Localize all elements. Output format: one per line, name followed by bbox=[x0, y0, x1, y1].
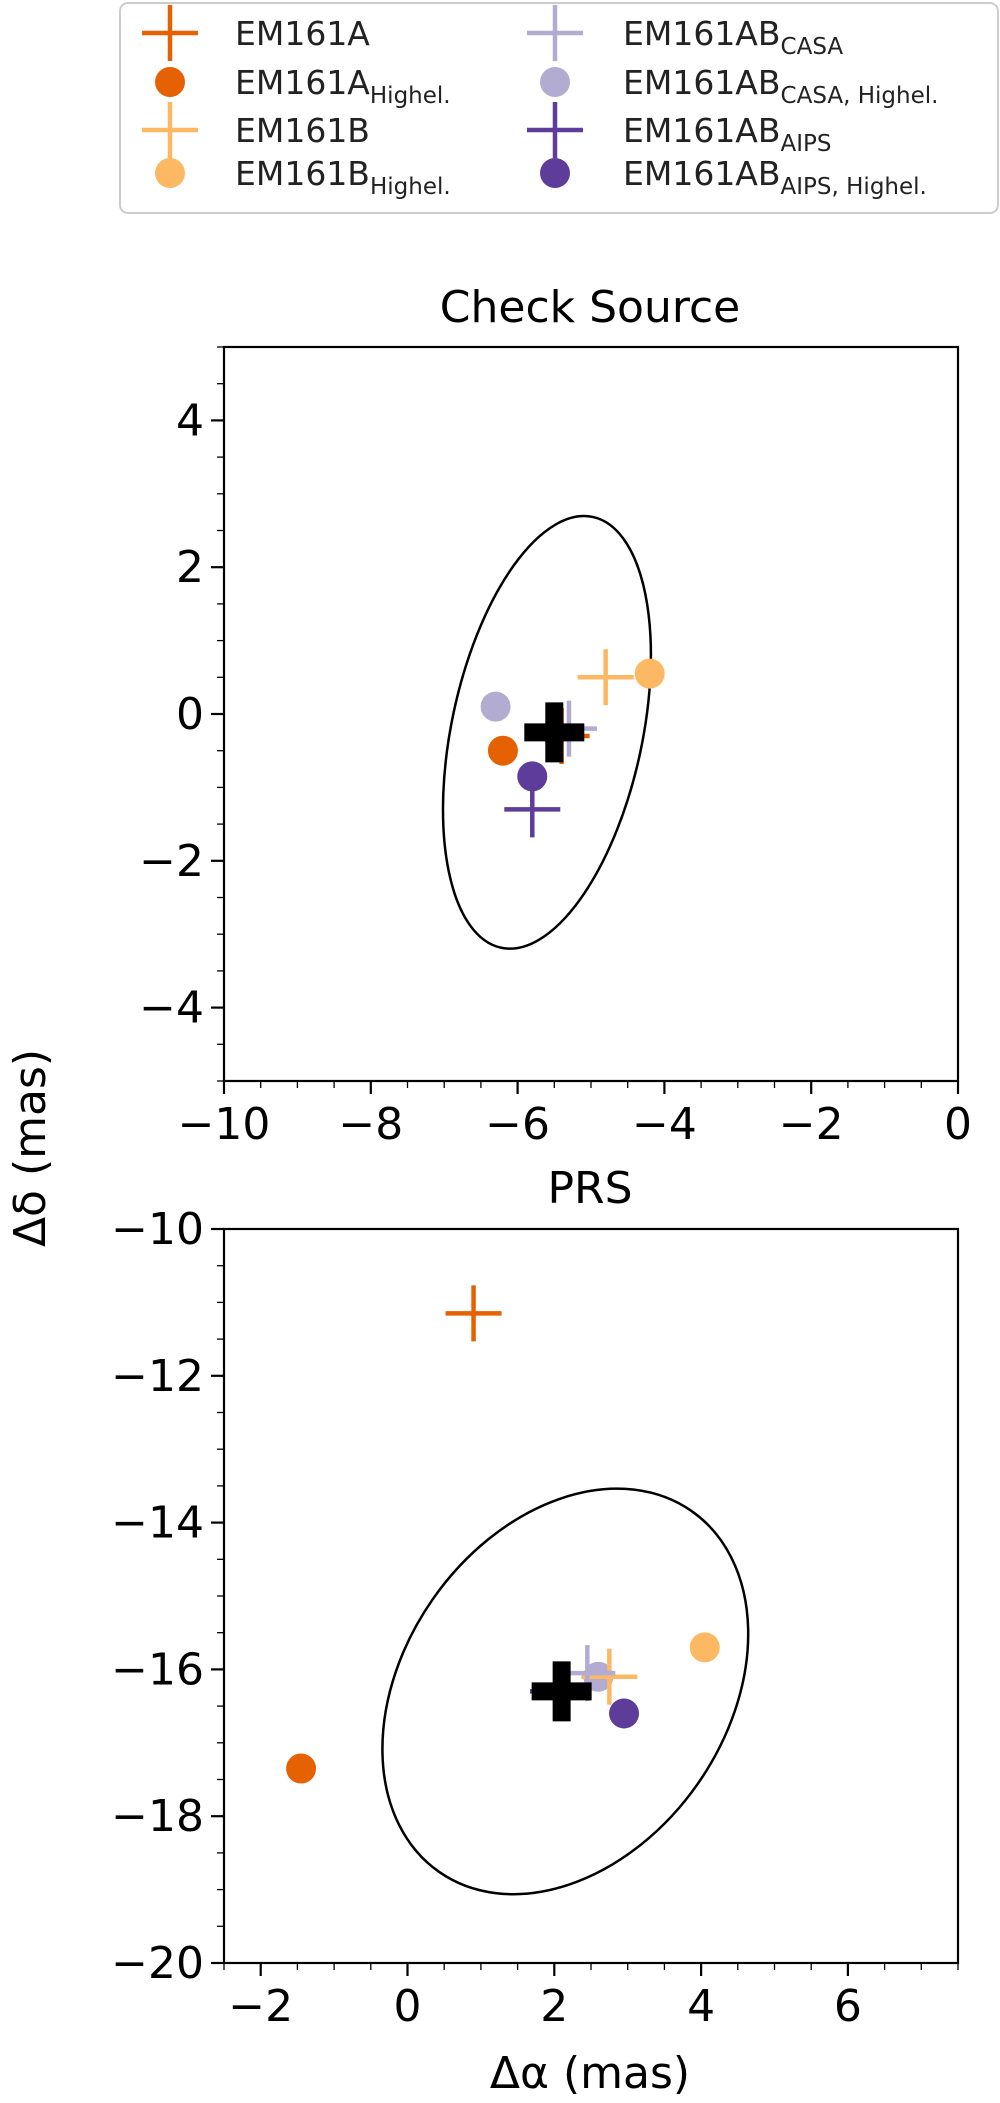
legend-label-a: EM161A bbox=[235, 14, 370, 53]
check-source-y-tick-label: 4 bbox=[176, 395, 204, 446]
check-source-y-tick-label: 0 bbox=[176, 689, 204, 740]
prs-title: PRS bbox=[547, 1163, 632, 1214]
check-source-point-em161b-highel bbox=[634, 658, 665, 689]
prs-y-tick-label: −10 bbox=[111, 1204, 204, 1255]
prs-y-tick-label: −18 bbox=[111, 1791, 204, 1842]
prs-error-ellipse bbox=[381, 1487, 750, 1896]
prs-x-tick-label: 0 bbox=[394, 1981, 422, 2032]
check-source-x-tick-label: −4 bbox=[632, 1099, 697, 1150]
check-source-y-tick-label: −2 bbox=[139, 836, 204, 887]
check-source-axes-frame bbox=[222, 345, 960, 1083]
y-axis-label: Δδ (mas) bbox=[5, 1049, 56, 1247]
prs-point-em161a-highel bbox=[286, 1753, 317, 1784]
prs-panel: PRS −2 0 2 4 6−20−18−16−14−12−10 bbox=[111, 1163, 960, 2032]
check-source-x-tick-label: −2 bbox=[779, 1099, 844, 1150]
prs-y-tick-label: −14 bbox=[111, 1498, 204, 1549]
prs-x-tick-label: 6 bbox=[834, 1981, 862, 2032]
check-source-point-em161b bbox=[577, 649, 634, 706]
prs-reference-cross bbox=[531, 1661, 592, 1722]
check-source-panel: Check Source −10 −8 −6 −4 −2 0 −4 −2 0 2 4 bbox=[139, 282, 972, 1150]
check-source-x-tick-label: −10 bbox=[178, 1099, 271, 1150]
legend-entry-aips-hi: EM161ABAIPS, Highel. bbox=[540, 154, 927, 200]
prs-axes: −2 0 2 4 6−20−18−16−14−12−10 bbox=[111, 1204, 959, 2032]
prs-point-em161b bbox=[581, 1648, 638, 1705]
check-source-point-em161ab-aips-highel bbox=[517, 761, 548, 792]
legend-label-aips-hi: EM161ABAIPS, Highel. bbox=[623, 154, 927, 200]
check-source-x-tick-label: −8 bbox=[338, 1099, 403, 1150]
legend-box bbox=[119, 2, 999, 214]
prs-y-tick-label: −20 bbox=[111, 1938, 204, 1989]
check-source-reference-cross bbox=[524, 702, 585, 763]
prs-x-tick-label: 2 bbox=[540, 1981, 568, 2032]
prs-axes-frame bbox=[222, 1227, 960, 1965]
check-source-y-tick-label: 2 bbox=[176, 542, 204, 593]
legend-label-b: EM161B bbox=[235, 111, 370, 150]
prs-marks bbox=[286, 1285, 750, 1896]
check-source-y-tick-label: −4 bbox=[139, 983, 204, 1034]
legend-entry-a: EM161A bbox=[142, 5, 370, 61]
legend: EM161AEM161AHighel.EM161BEM161BHighel.EM… bbox=[119, 2, 999, 214]
check-source-axes: −10 −8 −6 −4 −2 0 −4 −2 0 2 4 bbox=[139, 346, 972, 1150]
check-source-x-tick-label: −6 bbox=[485, 1099, 550, 1150]
check-source-marks bbox=[441, 514, 665, 950]
check-source-title: Check Source bbox=[440, 282, 740, 333]
prs-y-tick-label: −12 bbox=[111, 1351, 204, 1402]
check-source-plot-area bbox=[441, 514, 665, 950]
check-source-point-em161a-highel bbox=[487, 735, 518, 766]
check-source-point-em161ab-aips bbox=[504, 781, 561, 838]
legend-entry-b: EM161B bbox=[142, 102, 370, 158]
prs-point-em161b-highel bbox=[689, 1632, 720, 1663]
prs-plot-area bbox=[286, 1285, 750, 1896]
check-source-point-em161ab-casa-highel bbox=[480, 691, 511, 722]
prs-x-tick-label: −2 bbox=[228, 1981, 293, 2032]
check-source-x-tick-label: 0 bbox=[944, 1099, 972, 1150]
prs-point-em161ab-aips-highel bbox=[609, 1698, 640, 1729]
x-axis-label: Δα (mas) bbox=[490, 2048, 690, 2099]
prs-point-em161a bbox=[445, 1285, 502, 1342]
prs-y-tick-label: −16 bbox=[111, 1644, 204, 1695]
check-source-error-ellipse bbox=[441, 514, 653, 950]
prs-x-tick-label: 4 bbox=[687, 1981, 715, 2032]
